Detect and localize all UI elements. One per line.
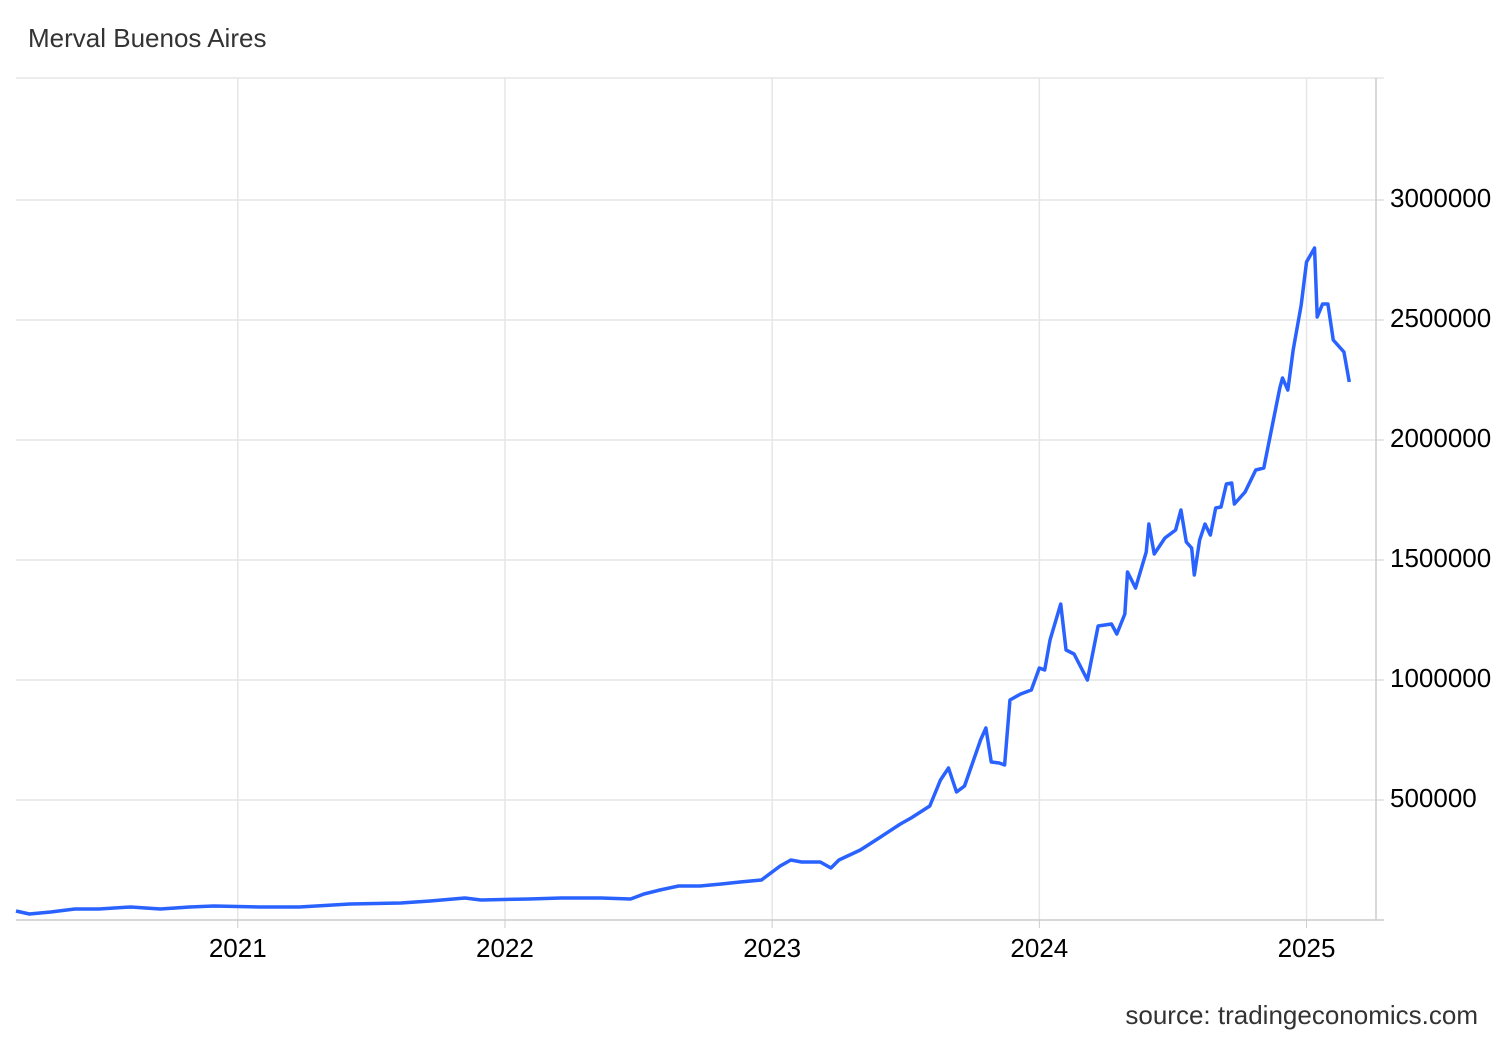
x-tick-label: 2021 (209, 933, 267, 963)
x-tick-label: 2024 (1010, 933, 1068, 963)
y-tick-label: 1000000 (1390, 663, 1491, 693)
source-note: source: tradingeconomics.com (1125, 1000, 1478, 1030)
y-tick-label: 2000000 (1390, 423, 1491, 453)
y-tick-label: 500000 (1390, 783, 1477, 813)
y-tick-label: 2500000 (1390, 303, 1491, 333)
y-tick-label: 1500000 (1390, 543, 1491, 573)
x-tick-label: 2025 (1278, 933, 1336, 963)
x-tick-label: 2022 (476, 933, 534, 963)
x-tick-label: 2023 (743, 933, 801, 963)
chart-title: Merval Buenos Aires (28, 23, 266, 53)
y-tick-label: 3000000 (1390, 183, 1491, 213)
data-line (15, 246, 1352, 916)
